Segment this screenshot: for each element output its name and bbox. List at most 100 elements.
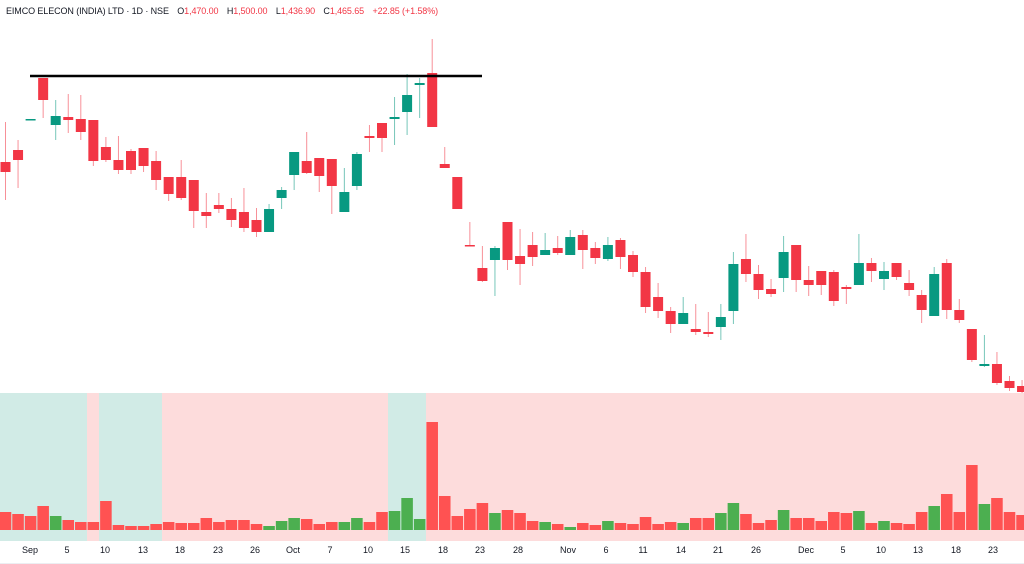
candle-body bbox=[151, 161, 162, 180]
volume-bar bbox=[489, 513, 501, 530]
volume-bar bbox=[715, 513, 727, 530]
candle-body bbox=[138, 148, 149, 166]
candle-body bbox=[715, 317, 726, 327]
candle-body bbox=[226, 209, 237, 220]
volume-bar bbox=[150, 524, 162, 530]
candle-body bbox=[276, 190, 287, 198]
candle-body bbox=[326, 159, 337, 186]
candle-body bbox=[439, 164, 450, 168]
candle-body bbox=[778, 252, 789, 278]
candle-body bbox=[753, 274, 764, 290]
candle-body bbox=[966, 329, 977, 360]
candle-body bbox=[690, 329, 701, 332]
candle-body bbox=[100, 147, 111, 160]
volume-bar bbox=[853, 511, 865, 530]
volume-bar bbox=[24, 516, 37, 530]
candle-body bbox=[88, 120, 99, 161]
volume-bar bbox=[589, 525, 602, 530]
volume-bar bbox=[1016, 515, 1024, 530]
candle-body bbox=[602, 245, 613, 259]
candle-body bbox=[163, 177, 174, 194]
candle-body bbox=[364, 136, 375, 138]
candle-body bbox=[414, 83, 425, 85]
candle-body bbox=[866, 263, 877, 271]
volume-bar bbox=[514, 513, 526, 530]
time-axis[interactable]: Sep 5 10 13 18 23 26 Oct 7 10 15 18 23 28 Nov 6 11 14 21 26… bbox=[0, 541, 1024, 564]
candle-body bbox=[314, 158, 325, 176]
candle-body bbox=[38, 78, 49, 100]
price-chart[interactable] bbox=[0, 0, 1024, 541]
candle-body bbox=[75, 119, 86, 132]
candle-body bbox=[665, 311, 676, 324]
candle-body bbox=[389, 117, 400, 119]
volume-bar bbox=[577, 523, 589, 530]
candle-body bbox=[640, 272, 651, 307]
close-value: 1,465.65 bbox=[329, 6, 365, 16]
volume-bar bbox=[37, 506, 49, 530]
volume-bar bbox=[740, 514, 752, 530]
time-tick-label: Sep bbox=[21, 545, 39, 555]
volume-bar bbox=[940, 494, 953, 530]
volume-bar bbox=[263, 526, 275, 530]
volume-bar bbox=[401, 498, 413, 530]
volume-bar bbox=[928, 506, 940, 530]
volume-bar bbox=[865, 523, 878, 530]
time-tick-label: 15 bbox=[399, 545, 411, 555]
candle-body bbox=[929, 274, 940, 316]
volume-bar bbox=[413, 519, 426, 530]
candle-body bbox=[427, 73, 438, 127]
volume-bar bbox=[137, 526, 150, 530]
candle-body bbox=[615, 240, 626, 257]
candle-body bbox=[1004, 381, 1015, 388]
volume-bar bbox=[464, 509, 476, 530]
time-tick-label: Nov bbox=[559, 545, 577, 555]
time-tick-label: 18 bbox=[437, 545, 449, 555]
volume-bar bbox=[162, 522, 175, 530]
time-tick-label: 23 bbox=[474, 545, 486, 555]
candle-body bbox=[678, 313, 689, 324]
volume-bar bbox=[752, 523, 765, 530]
volume-bar bbox=[125, 526, 137, 530]
time-tick-label: 28 bbox=[512, 545, 524, 555]
volume-bar bbox=[313, 524, 326, 530]
candle-body bbox=[916, 295, 927, 310]
time-tick-label: 18 bbox=[174, 545, 186, 555]
candle-body bbox=[590, 248, 601, 258]
volume-bar bbox=[451, 516, 464, 530]
candle-body bbox=[377, 123, 387, 138]
volume-bar bbox=[815, 521, 828, 530]
candle-body bbox=[628, 255, 638, 272]
volume-bar bbox=[300, 519, 313, 530]
volume-bar bbox=[802, 518, 815, 530]
candle-body bbox=[816, 271, 827, 285]
time-tick-label: Oct bbox=[285, 545, 301, 555]
volume-bar bbox=[614, 523, 627, 530]
candle-body bbox=[791, 245, 802, 280]
high-value: 1,500.00 bbox=[233, 6, 268, 16]
candle-body bbox=[489, 248, 500, 260]
candle-body bbox=[728, 264, 739, 311]
candle-body bbox=[703, 332, 714, 334]
candle-body bbox=[941, 263, 952, 310]
candle-body bbox=[477, 268, 488, 281]
time-tick-label: 10 bbox=[875, 545, 887, 555]
candle-body bbox=[740, 259, 751, 274]
trend-zone bbox=[87, 393, 99, 541]
volume-bar bbox=[0, 512, 12, 530]
time-tick-label: 7 bbox=[327, 545, 333, 555]
volume-bar bbox=[966, 465, 978, 530]
volume-bar bbox=[388, 511, 401, 530]
volume-bar bbox=[790, 518, 802, 530]
volume-bar bbox=[978, 504, 991, 530]
volume-bar bbox=[677, 523, 689, 530]
candle-body bbox=[464, 245, 475, 247]
volume-bar bbox=[551, 524, 564, 530]
candle-body bbox=[979, 364, 990, 366]
volume-bar bbox=[765, 520, 777, 530]
time-tick-label: 26 bbox=[750, 545, 762, 555]
volume-bar bbox=[903, 524, 915, 530]
symbol-title: EIMCO ELECON (INDIA) LTD · 1D · NSE bbox=[6, 6, 169, 16]
volume-bar bbox=[326, 522, 338, 530]
volume-bar bbox=[689, 518, 702, 530]
volume-bar bbox=[890, 523, 903, 530]
